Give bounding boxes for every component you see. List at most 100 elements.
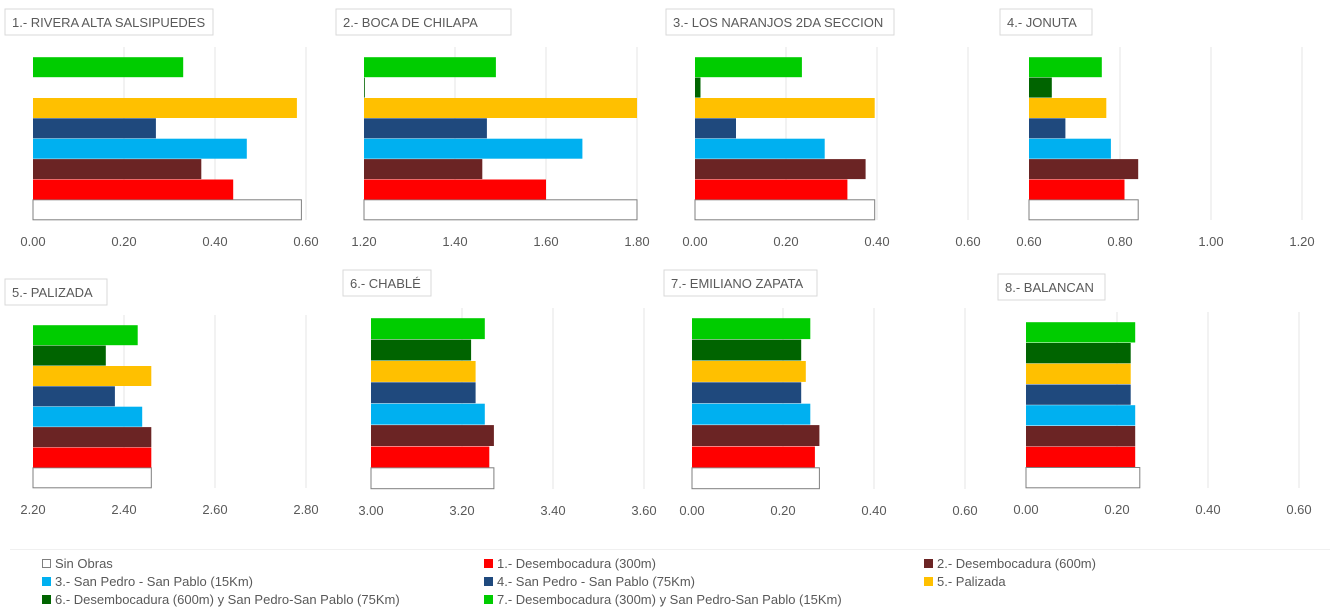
tick-label: 0.20 xyxy=(770,503,795,518)
bar xyxy=(33,447,152,468)
legend-label: Sin Obras xyxy=(55,556,113,571)
bar xyxy=(692,446,815,468)
tick-label: 3.00 xyxy=(358,503,383,518)
chart-panel: 4.- JONUTA 0.60 0.80 1.00 1.20 xyxy=(999,8,1315,249)
tick-label: 0.20 xyxy=(773,234,798,249)
bar xyxy=(364,118,487,139)
bar xyxy=(695,57,802,78)
chart-title: 4.- JONUTA xyxy=(1007,15,1077,30)
chart-title-box xyxy=(665,8,895,36)
chart-panel: 2.- BOCA DE CHILAPA 1.20 1.40 1.60 1.80 xyxy=(335,8,650,249)
bar xyxy=(1026,446,1136,467)
chart-title: 7.- EMILIANO ZAPATA xyxy=(671,276,804,291)
tick-label: 1.00 xyxy=(1198,234,1223,249)
bar xyxy=(33,345,106,366)
bar xyxy=(364,57,496,78)
tick-label: 2.80 xyxy=(293,502,318,517)
bar xyxy=(33,325,138,346)
bar xyxy=(33,427,152,448)
tick-label: 0.00 xyxy=(682,234,707,249)
bar xyxy=(364,159,483,180)
bar xyxy=(363,199,638,221)
bar xyxy=(33,98,297,118)
tick-label: 0.00 xyxy=(1013,502,1038,517)
bar xyxy=(371,403,485,425)
tick-label: 1.20 xyxy=(351,234,376,249)
chart-panel: 3.- LOS NARANJOS 2DA SECCION 0.00 0.20 0.40… xyxy=(665,8,981,249)
legend-swatch xyxy=(924,559,933,568)
tick-label: 1.80 xyxy=(624,234,649,249)
tick-label: 0.80 xyxy=(1107,234,1132,249)
bar xyxy=(692,318,811,340)
legend-label: 4.- San Pedro - San Pablo (75Km) xyxy=(497,574,695,589)
bar xyxy=(1029,57,1102,78)
bar xyxy=(33,406,143,427)
chart-title-box xyxy=(335,8,512,36)
legend-item-combo-600-75: 6.- Desembocadura (600m) y San Pedro-San… xyxy=(42,592,400,607)
tick-label: 0.40 xyxy=(1195,502,1220,517)
tick-label: 0.40 xyxy=(202,234,227,249)
chart-title: 1.- RIVERA ALTA SALSIPUEDES xyxy=(12,15,205,30)
bar xyxy=(371,382,476,404)
legend-item-san-pedro-75: 4.- San Pedro - San Pablo (75Km) xyxy=(484,574,695,589)
tick-label: 3.60 xyxy=(631,503,656,518)
tick-label: 3.40 xyxy=(540,503,565,518)
tick-label: 0.00 xyxy=(679,503,704,518)
legend: Sin Obras 1.- Desembocadura (300m) 2.- D… xyxy=(10,549,1330,608)
legend-label: 2.- Desembocadura (600m) xyxy=(937,556,1096,571)
tick-label: 0.60 xyxy=(293,234,318,249)
legend-swatch xyxy=(42,577,51,586)
bar xyxy=(371,339,472,361)
tick-label: 1.20 xyxy=(1289,234,1314,249)
chart-panel: 6.- CHABLÉ 3.00 3.20 3.40 3.60 xyxy=(342,269,657,518)
legend-label: 6.- Desembocadura (600m) y San Pedro-San… xyxy=(55,592,400,607)
bar xyxy=(691,467,820,490)
bar xyxy=(1029,159,1139,180)
bar xyxy=(33,159,202,180)
chart-title: 2.- BOCA DE CHILAPA xyxy=(343,15,478,30)
bar xyxy=(692,361,806,382)
bar xyxy=(695,98,875,118)
legend-swatch xyxy=(484,577,493,586)
legend-item-san-pedro-15: 3.- San Pedro - San Pablo (15Km) xyxy=(42,574,253,589)
tick-label: 1.60 xyxy=(533,234,558,249)
chart-title-box xyxy=(4,278,108,306)
bar xyxy=(1029,138,1111,159)
bar xyxy=(371,318,485,340)
tick-label: 0.60 xyxy=(955,234,980,249)
tick-label: 0.60 xyxy=(1016,234,1041,249)
bar xyxy=(32,199,302,221)
bar xyxy=(33,138,247,159)
bar xyxy=(32,467,152,489)
bar xyxy=(695,179,848,200)
bar xyxy=(364,138,583,159)
bar xyxy=(692,339,802,361)
bar xyxy=(692,425,820,446)
legend-swatch xyxy=(484,595,493,604)
tick-label: 2.40 xyxy=(111,502,136,517)
bar xyxy=(1026,363,1131,384)
chart-title: 3.- LOS NARANJOS 2DA SECCION xyxy=(673,15,883,30)
bar xyxy=(364,98,637,118)
bar xyxy=(695,159,866,180)
tick-label: 0.20 xyxy=(1104,502,1129,517)
legend-item-palizada: 5.- Palizada xyxy=(924,574,1006,589)
bar xyxy=(33,118,156,139)
tick-label: 2.60 xyxy=(202,502,227,517)
bar xyxy=(1026,343,1131,364)
chart-title: 5.- PALIZADA xyxy=(12,285,93,300)
tick-label: 0.40 xyxy=(864,234,889,249)
charts-area: 1.- RIVERA ALTA SALSIPUEDES 0.00 0.20 0.40 0… xyxy=(4,8,1315,518)
tick-label: 0.40 xyxy=(861,503,886,518)
bar xyxy=(364,179,546,200)
bar xyxy=(1026,384,1131,405)
bar xyxy=(1029,77,1052,98)
legend-item-combo-300-15: 7.- Desembocadura (300m) y San Pedro-San… xyxy=(484,592,842,607)
bar xyxy=(692,403,811,425)
legend-label: 1.- Desembocadura (300m) xyxy=(497,556,656,571)
legend-item-desembocadura-600: 2.- Desembocadura (600m) xyxy=(924,556,1096,571)
bar xyxy=(694,199,876,221)
bar xyxy=(1025,467,1141,489)
tick-label: 2.20 xyxy=(20,502,45,517)
chart-panel: 7.- EMILIANO ZAPATA 0.00 0.20 0.40 0.60 xyxy=(663,269,978,518)
